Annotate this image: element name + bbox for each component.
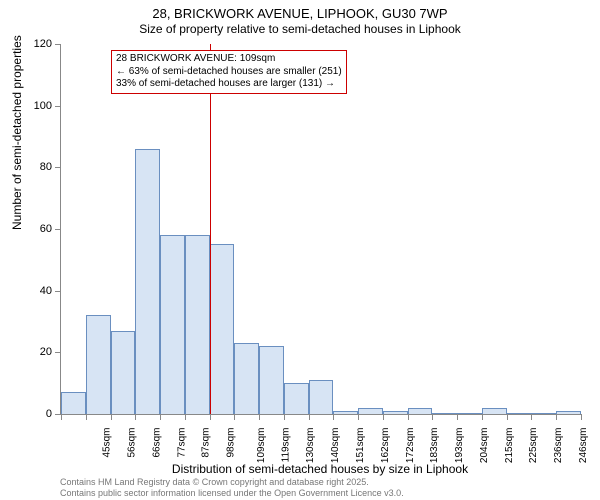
y-tick-label: 40: [0, 285, 52, 297]
x-tick-label: 162sqm: [380, 428, 391, 464]
annotation-line: 33% of semi-detached houses are larger (…: [116, 78, 342, 91]
histogram-bar: [259, 346, 284, 414]
y-tick: [55, 106, 61, 107]
footer-attribution: Contains HM Land Registry data © Crown c…: [60, 477, 404, 498]
x-tick: [408, 414, 409, 420]
y-tick-label: 20: [0, 346, 52, 358]
x-tick: [581, 414, 582, 420]
x-tick: [259, 414, 260, 420]
histogram-bar: [383, 411, 408, 414]
histogram-bar: [160, 235, 185, 414]
x-tick: [383, 414, 384, 420]
y-tick: [55, 229, 61, 230]
histogram-bar: [210, 244, 235, 414]
x-tick: [210, 414, 211, 420]
histogram-bar: [457, 413, 482, 414]
y-tick: [55, 44, 61, 45]
x-tick: [333, 414, 334, 420]
x-axis-title: Distribution of semi-detached houses by …: [60, 462, 580, 476]
x-tick-label: 87sqm: [201, 428, 212, 458]
x-tick: [111, 414, 112, 420]
x-tick: [309, 414, 310, 420]
histogram-bar: [507, 413, 532, 414]
histogram-bar: [556, 411, 581, 414]
x-tick-label: 225sqm: [528, 428, 539, 464]
y-tick-label: 120: [0, 38, 52, 50]
x-tick-label: 236sqm: [553, 428, 564, 464]
x-tick: [61, 414, 62, 420]
x-tick-label: 109sqm: [256, 428, 267, 464]
histogram-bar: [408, 408, 433, 414]
histogram-bar: [358, 408, 383, 414]
histogram-bar: [86, 315, 111, 414]
x-tick-label: 204sqm: [479, 428, 490, 464]
annotation-line: 28 BRICKWORK AVENUE: 109sqm: [116, 53, 342, 66]
footer-line1: Contains HM Land Registry data © Crown c…: [60, 477, 404, 487]
x-tick: [556, 414, 557, 420]
y-tick-label: 0: [0, 408, 52, 420]
annotation-line: ← 63% of semi-detached houses are smalle…: [116, 66, 342, 79]
histogram-bar: [482, 408, 507, 414]
x-tick-label: 45sqm: [102, 428, 113, 458]
x-tick: [358, 414, 359, 420]
histogram-bar: [111, 331, 136, 414]
x-tick-label: 140sqm: [330, 428, 341, 464]
marker-line: [210, 44, 211, 414]
histogram-bar: [234, 343, 259, 414]
chart-title-line1: 28, BRICKWORK AVENUE, LIPHOOK, GU30 7WP: [0, 6, 600, 21]
histogram-bar: [531, 413, 556, 414]
y-tick-label: 100: [0, 100, 52, 112]
x-tick: [482, 414, 483, 420]
x-tick-label: 172sqm: [405, 428, 416, 464]
footer-line2: Contains public sector information licen…: [60, 488, 404, 498]
x-tick: [135, 414, 136, 420]
x-tick-label: 77sqm: [176, 428, 187, 458]
histogram-bar: [309, 380, 334, 414]
histogram-bar: [61, 392, 86, 414]
x-tick: [507, 414, 508, 420]
x-tick-label: 215sqm: [504, 428, 515, 464]
x-tick-label: 246sqm: [578, 428, 589, 464]
chart-title-line2: Size of property relative to semi-detach…: [0, 22, 600, 36]
x-tick-label: 130sqm: [306, 428, 317, 464]
x-tick-label: 119sqm: [280, 428, 291, 463]
histogram-bar: [135, 149, 160, 414]
x-tick: [531, 414, 532, 420]
y-tick-label: 80: [0, 161, 52, 173]
chart-container: 28, BRICKWORK AVENUE, LIPHOOK, GU30 7WP …: [0, 0, 600, 500]
plot-area: 45sqm56sqm66sqm77sqm87sqm98sqm109sqm119s…: [60, 44, 581, 415]
histogram-bar: [432, 413, 457, 414]
x-tick-label: 98sqm: [226, 428, 237, 458]
x-tick: [432, 414, 433, 420]
y-tick: [55, 291, 61, 292]
x-tick-label: 66sqm: [151, 428, 162, 458]
x-tick: [284, 414, 285, 420]
x-tick-label: 193sqm: [454, 428, 465, 464]
x-tick-label: 151sqm: [355, 428, 366, 464]
x-tick: [234, 414, 235, 420]
x-tick: [185, 414, 186, 420]
x-tick: [457, 414, 458, 420]
x-tick: [86, 414, 87, 420]
histogram-bar: [333, 411, 358, 414]
annotation-box: 28 BRICKWORK AVENUE: 109sqm← 63% of semi…: [111, 50, 347, 94]
y-tick: [55, 352, 61, 353]
histogram-bar: [284, 383, 309, 414]
x-tick-label: 183sqm: [429, 428, 440, 464]
y-tick: [55, 167, 61, 168]
x-tick: [160, 414, 161, 420]
histogram-bar: [185, 235, 210, 414]
y-tick-label: 60: [0, 223, 52, 235]
x-tick-label: 56sqm: [127, 428, 138, 458]
y-axis-title: Number of semi-detached properties: [10, 35, 24, 230]
